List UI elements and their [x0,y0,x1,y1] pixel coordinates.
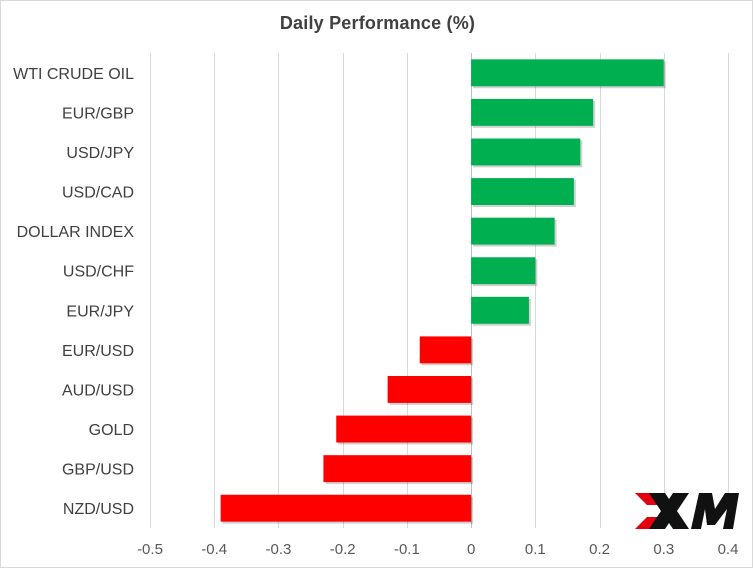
x-tick-label: 0.4 [718,541,739,558]
category-label: AUD/USD [62,382,134,399]
x-tick-label: -0.4 [201,541,227,558]
xm-logo: XM [635,493,739,529]
bar [471,98,594,126]
x-tick-label: -0.3 [266,541,292,558]
category-label: USD/CAD [62,185,134,202]
category-label: WTI CRUDE OIL [13,66,134,83]
bar [336,415,472,443]
chart-title: Daily Performance (%) [279,13,476,33]
category-label: NZD/USD [63,501,134,518]
category-label: EUR/GBP [62,105,134,122]
logo-x-stroke-b [649,493,689,529]
x-tick-label: -0.2 [330,541,356,558]
x-tick-label: 0.1 [525,541,546,558]
bar [323,455,472,483]
bar [419,336,472,364]
bar [471,178,574,205]
category-label: USD/CHF [63,264,134,281]
bar [471,296,529,324]
category-label: EUR/USD [62,343,134,360]
logo-m-shape [691,493,739,529]
category-label: USD/JPY [66,145,134,162]
bar [471,217,555,245]
category-label: GOLD [89,422,134,439]
category-label: EUR/JPY [66,303,134,320]
category-label: GBP/USD [62,462,134,479]
x-tick-label: 0.3 [653,541,674,558]
bar [220,494,472,522]
bar [471,257,536,285]
x-tick-label: -0.5 [137,541,163,558]
category-label: DOLLAR INDEX [17,224,135,241]
x-tick-label: 0 [467,541,475,558]
x-tick-label: -0.1 [394,541,420,558]
bar [471,138,581,166]
x-tick-label: 0.2 [589,541,610,558]
bar [387,376,472,403]
bar [471,59,664,87]
